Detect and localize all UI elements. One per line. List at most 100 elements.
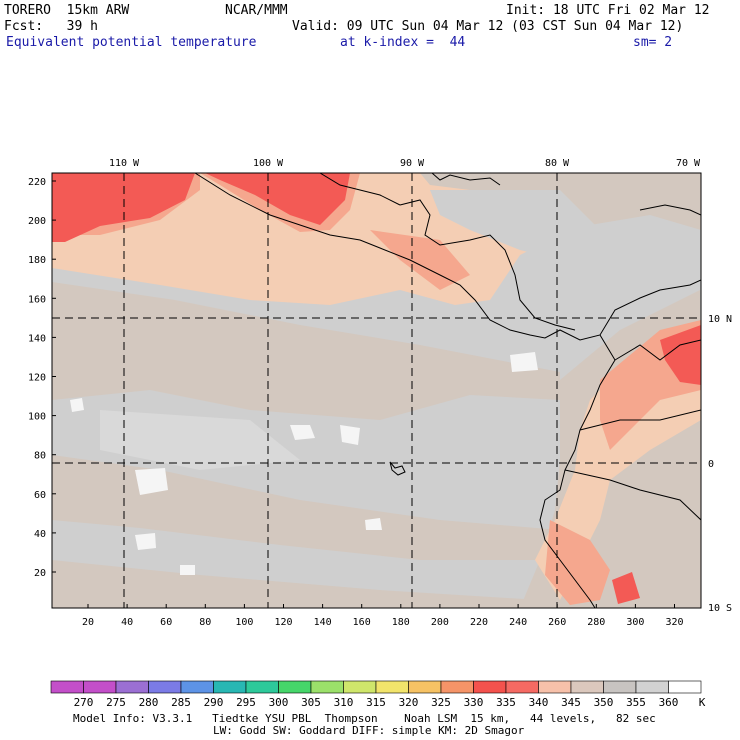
colorbar-label: 355 — [626, 696, 646, 709]
colorbar-unit: K — [698, 696, 706, 709]
colorbar-label: 280 — [138, 696, 159, 709]
colorbar-swatch — [115, 680, 149, 694]
pacific-coastline — [194, 173, 701, 341]
lon-label-100w: 100 W — [253, 158, 284, 169]
colorbar-label: 335 — [496, 696, 516, 709]
red-venezuela — [660, 325, 701, 385]
salmon-central-america — [370, 230, 470, 290]
colorbar-swatch — [408, 680, 442, 694]
colorbar-swatch — [310, 680, 344, 694]
colorbar-swatch — [245, 680, 279, 694]
colorbar-label: 340 — [528, 696, 549, 709]
lat-label-10n: 10 N — [708, 314, 732, 325]
colorbar-label: 270 — [73, 696, 94, 709]
lat-label-equator: 0 — [708, 459, 714, 470]
colorbar-label: 325 — [431, 696, 451, 709]
south-america-coastline — [539, 334, 616, 608]
map-frame — [51, 172, 702, 609]
lon-label-90w: 90 W — [400, 158, 425, 169]
equivalent-potential-temperature-field — [52, 173, 701, 608]
colorbar-label: 310 — [333, 696, 354, 709]
colorbar-label: 360 — [658, 696, 679, 709]
right-axis: 10 N 0 10 S — [708, 314, 732, 614]
colorbar-swatch — [603, 680, 637, 694]
x-tick-label: 240 — [509, 617, 527, 628]
colorbar-swatch — [278, 680, 312, 694]
colorbar-swatch — [50, 680, 84, 694]
y-tick-label: 160 — [28, 294, 46, 305]
y-tick-label: 80 — [34, 451, 46, 462]
lat-lon-grid — [52, 173, 701, 608]
peru-border — [564, 469, 701, 521]
red-peru-patch — [612, 572, 640, 604]
valid-time: Valid: 09 UTC Sun 04 Mar 12 (03 CST Sun … — [292, 19, 684, 34]
white-speckle — [180, 565, 195, 575]
y-tick-label: 20 — [34, 568, 46, 579]
model-title: TORERO 15km ARW — [4, 3, 130, 18]
physics-info: LW: Godd SW: Goddard DIFF: simple KM: 2D… — [213, 724, 525, 737]
tan-band-south — [52, 455, 560, 560]
y-tick-label: 220 — [28, 177, 46, 188]
white-speckle — [510, 352, 538, 372]
top-axis: 110 W 100 W 90 W 80 W 70 W — [109, 158, 701, 169]
colorbar-label: 315 — [366, 696, 386, 709]
field-name: Equivalent potential temperature — [6, 35, 257, 50]
bottom-axis: 20 40 60 80 100 120 140 160 180 200 220 240 260 280 30… — [82, 604, 684, 628]
organization-label: NCAR/MMM — [225, 3, 288, 18]
cuba-outline — [431, 173, 501, 186]
white-speckle — [135, 468, 168, 495]
salmon-peru — [545, 520, 610, 605]
x-tick-label: 60 — [160, 617, 172, 628]
y-tick-label: 200 — [28, 216, 46, 227]
red-topleft — [52, 173, 195, 242]
x-tick-label: 180 — [392, 617, 410, 628]
hispaniola-outline — [639, 204, 701, 216]
colorbar-swatch — [180, 680, 214, 694]
colorbar-label: 320 — [398, 696, 419, 709]
red-mexico-coast — [205, 173, 350, 225]
ecuador-border — [579, 409, 701, 431]
colorbar-swatch — [668, 680, 702, 694]
x-tick-label: 320 — [665, 617, 683, 628]
colorbar-swatch — [473, 680, 507, 694]
colorbar-label: 285 — [171, 696, 191, 709]
colorbar-label: 290 — [203, 696, 224, 709]
colorbar-swatch — [83, 680, 117, 694]
tan-band-bottom — [52, 560, 540, 608]
x-tick-label: 140 — [314, 617, 332, 628]
colorbar-swatch — [375, 680, 409, 694]
white-speckle — [365, 518, 382, 530]
colorbar-label: 330 — [463, 696, 484, 709]
x-tick-label: 20 — [82, 617, 94, 628]
colorbar-label: 305 — [301, 696, 321, 709]
level-label: at k-index = 44 — [340, 35, 466, 50]
colorbar-swatch — [148, 680, 182, 694]
gulf-coastline — [319, 173, 401, 206]
x-tick-label: 300 — [626, 617, 644, 628]
x-tick-label: 280 — [587, 617, 605, 628]
gray-patch-center — [100, 410, 300, 470]
colombia-border — [614, 339, 701, 361]
y-tick-label: 60 — [34, 490, 46, 501]
x-tick-label: 220 — [470, 617, 488, 628]
white-speckle — [290, 425, 315, 440]
x-tick-label: 120 — [274, 617, 292, 628]
forecast-hour: Fcst: 39 h — [4, 19, 98, 34]
model-info: Model Info: V3.3.1 Tiedtke YSU PBL Thomp… — [73, 712, 656, 725]
colorbar — [50, 680, 702, 694]
colorbar-swatch — [570, 680, 604, 694]
x-tick-label: 80 — [199, 617, 211, 628]
x-tick-label: 260 — [548, 617, 566, 628]
colorbar-swatch — [505, 680, 539, 694]
x-tick-label: 100 — [235, 617, 253, 628]
smoothing-label: sm= 2 — [633, 35, 673, 50]
x-tick-label: 40 — [121, 617, 133, 628]
galapagos-islands — [389, 461, 406, 476]
white-speckle — [340, 425, 360, 445]
y-tick-label: 40 — [34, 529, 46, 540]
lon-label-80w: 80 W — [545, 158, 570, 169]
y-tick-label: 100 — [28, 412, 46, 423]
lon-label-110w: 110 W — [109, 158, 140, 169]
colorbar-label: 350 — [593, 696, 614, 709]
white-speckle — [70, 398, 84, 412]
